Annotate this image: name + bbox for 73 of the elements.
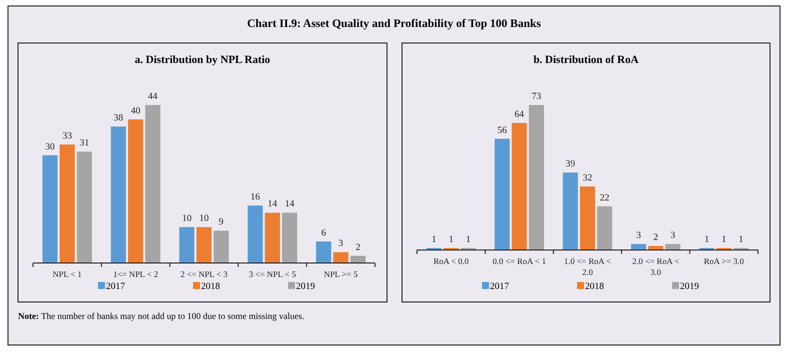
bar <box>145 105 160 263</box>
data-label: 3 <box>636 231 642 242</box>
data-label: 32 <box>582 173 592 184</box>
legend-label: 2019 <box>296 282 316 292</box>
data-label: 1 <box>448 235 454 246</box>
data-label: 1 <box>432 235 437 246</box>
data-label: 2 <box>356 242 361 253</box>
data-label: 14 <box>268 200 278 210</box>
legend-label: 2017 <box>490 282 510 292</box>
text: Chart II.9: Asset Quality and Profitability of Top 100 Banks <box>247 18 542 30</box>
data-label: 1 <box>722 235 727 246</box>
x-tick-label: 3 <= NPL < 5 <box>248 269 296 279</box>
bar <box>196 227 212 263</box>
data-label: 1 <box>738 235 744 246</box>
x-tick-label: 1.0 <= RoA < 2.0 <box>564 256 612 277</box>
bar <box>179 227 194 263</box>
legend-label: 2019 <box>680 282 700 292</box>
bar <box>665 244 680 250</box>
data-label: 33 <box>62 132 72 142</box>
x-tick-label: RoA >= 3.0 <box>704 256 744 266</box>
x-tick-label: 2.0 <= RoA < 3.0 <box>632 256 680 277</box>
chart-title: a. Distribution by NPL Ratio <box>134 54 271 66</box>
data-label: 14 <box>284 200 295 210</box>
data-label: 10 <box>182 214 192 224</box>
bar <box>512 122 527 250</box>
bar <box>42 155 58 263</box>
bar <box>316 241 332 263</box>
data-label: 38 <box>114 114 124 124</box>
data-label: 64 <box>514 110 524 120</box>
data-label: 3 <box>338 239 344 250</box>
bar <box>333 252 348 263</box>
data-label: 44 <box>148 92 158 102</box>
data-label: 40 <box>130 106 141 116</box>
bar <box>597 206 612 250</box>
data-label: 56 <box>497 126 508 136</box>
bar <box>60 144 75 263</box>
data-label: 3 <box>670 231 676 242</box>
data-label: 10 <box>199 214 209 224</box>
bar <box>214 230 229 263</box>
bar <box>264 212 280 263</box>
data-label: 1 <box>466 235 471 246</box>
bar <box>282 212 298 263</box>
x-tick-label: NPL < 1 <box>52 269 82 279</box>
bar <box>562 172 578 250</box>
bar <box>631 244 646 250</box>
legend-label: 2017 <box>106 282 126 292</box>
x-tick-label: 0.0 <= RoA < 1 <box>492 256 546 266</box>
data-label: 31 <box>80 138 90 149</box>
x-tick-label: 2 <= NPL < 3 <box>180 269 228 279</box>
data-label: 73 <box>532 92 542 102</box>
text: Note: The number of banks may not add up to 100 due to some missing values. <box>18 311 304 321</box>
bar <box>494 138 510 250</box>
legend-label: 2018 <box>201 282 220 292</box>
bar <box>248 206 263 263</box>
chart-title: b. Distribution of RoA <box>533 54 639 66</box>
data-label: 22 <box>600 193 610 204</box>
bar <box>580 186 596 250</box>
legend-label: 2018 <box>585 282 604 292</box>
x-tick-label: RoA < 0.0 <box>433 256 469 266</box>
data-label: 16 <box>250 192 260 203</box>
data-label: 1 <box>704 235 710 246</box>
data-label: 2 <box>653 233 658 244</box>
x-tick-label: 1<= NPL < 2 <box>113 269 158 279</box>
bar <box>128 119 144 263</box>
bar <box>350 256 366 263</box>
bar <box>110 126 126 263</box>
data-label: 30 <box>45 142 56 152</box>
data-label: 9 <box>218 218 224 228</box>
data-label: 6 <box>321 228 326 238</box>
bar <box>76 152 92 263</box>
data-label: 39 <box>566 160 576 170</box>
x-tick-label: NPL >= 5 <box>324 269 358 279</box>
bar <box>528 105 544 250</box>
